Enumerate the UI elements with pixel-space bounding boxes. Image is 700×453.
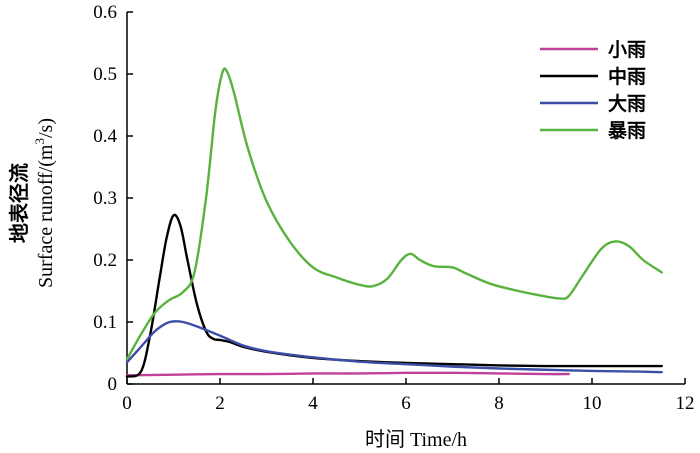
x-tick-label: 2 [215,393,225,414]
x-tick-label: 12 [676,393,695,414]
legend-label: 中雨 [608,65,646,88]
legend-label: 暴雨 [608,120,646,142]
y-tick-label: 0 [108,374,118,395]
x-axis-title: 时间 Time/h [365,428,467,451]
y-tick-label: 0.3 [93,188,117,209]
series-line-2 [125,213,663,378]
x-ticks: 0 2 4 6 8 10 12 [122,378,695,414]
y-tick-label: 0.2 [93,250,117,271]
legend-label: 小雨 [608,39,646,61]
x-tick-label: 6 [401,393,411,414]
y-axis-title-line1: 地表径流 [7,163,31,243]
y-axis-title-line2: Surface runoff/(m3/s) [32,118,57,288]
y-axis-title: 地表径流 Surface runoff/(m3/s) [7,118,57,288]
legend-label: 大雨 [608,92,646,115]
y-tick-label: 0.1 [93,312,117,333]
axes [126,12,685,385]
series-line-3 [125,320,663,374]
x-tick-label: 8 [494,393,504,414]
y-tick-label: 0.6 [93,2,117,23]
y-axis-title-prefix: Surface runoff/(m [35,144,57,288]
x-tick-label: 0 [122,393,132,414]
series-line-1 [125,371,570,377]
y-axis-title-superscript: 3 [32,138,47,145]
y-tick-label: 0.5 [93,64,117,85]
series-group [125,67,663,378]
x-tick-label: 4 [308,393,318,414]
series-line-4 [125,67,663,361]
y-tick-label: 0.4 [93,126,117,147]
y-ticks: 0 0.1 0.2 0.3 0.4 0.5 0.6 [93,2,133,395]
y-axis-title-suffix: /s) [35,118,57,138]
x-tick-label: 10 [583,393,602,414]
